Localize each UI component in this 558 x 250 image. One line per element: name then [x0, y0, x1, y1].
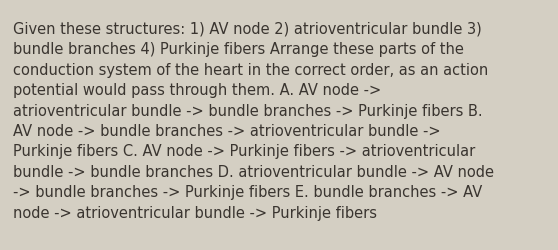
Text: Given these structures: 1) AV node 2) atrioventricular bundle 3)
bundle branches: Given these structures: 1) AV node 2) at…: [13, 22, 494, 220]
